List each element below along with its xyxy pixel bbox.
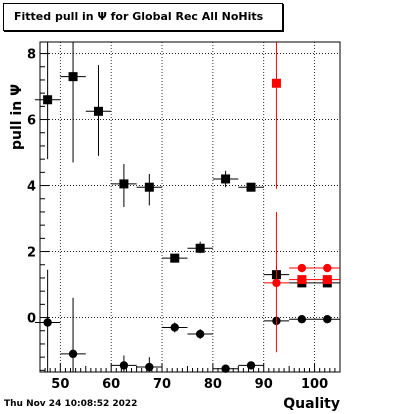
square-marker: [43, 95, 53, 105]
square-marker: [144, 182, 154, 192]
data-point-circle: [289, 263, 315, 273]
circle-marker: [43, 318, 52, 327]
x-tick-label: 90: [255, 377, 273, 392]
circle-marker: [170, 323, 179, 332]
plot-frame: [39, 41, 341, 373]
square-marker: [297, 275, 307, 285]
data-point-square: [212, 170, 239, 188]
circle-marker: [195, 329, 205, 339]
circle-marker: [323, 263, 332, 273]
data-point-circle: [212, 364, 239, 373]
square-marker: [68, 72, 78, 82]
x-tick-label: 60: [102, 377, 120, 392]
data-point-square: [314, 275, 340, 285]
data-point-circle: [289, 315, 315, 324]
circle-marker: [145, 362, 154, 372]
square-marker: [271, 78, 281, 88]
data-point-circle: [162, 322, 188, 333]
square-marker: [221, 174, 231, 184]
circle-marker: [323, 315, 332, 324]
data-point-square: [60, 42, 86, 163]
circle-marker: [119, 361, 129, 370]
data-point-square: [162, 253, 188, 263]
y-tick-label: 8: [27, 48, 36, 63]
circle-marker: [297, 263, 307, 273]
data-point-square: [271, 42, 281, 189]
axis-ticks: 50 60 70 80 90 100 0 2 4 6 8: [27, 48, 341, 392]
data-point-circle: [136, 357, 163, 372]
y-tick-label: 4: [27, 180, 36, 195]
square-marker: [93, 106, 103, 116]
x-tick-label: 70: [153, 377, 171, 392]
data-marks: [34, 42, 340, 373]
circle-marker: [297, 315, 307, 324]
x-tick-label: 100: [301, 377, 328, 392]
timestamp-label: Thu Nov 24 10:08:52 2022: [4, 399, 138, 409]
data-point-square: [289, 275, 315, 285]
data-point-circle: [187, 329, 213, 339]
data-point-circle: [314, 315, 340, 324]
data-point-square: [111, 164, 137, 207]
y-tick-label: 2: [27, 246, 36, 261]
grid-lines: [40, 42, 340, 372]
square-marker: [170, 253, 180, 263]
square-marker: [322, 275, 332, 285]
data-point-circle: [314, 263, 340, 273]
data-point-square: [238, 182, 264, 192]
y-axis-label: pull in Ψ: [9, 84, 25, 150]
y-tick-label: 0: [27, 312, 36, 327]
data-point-circle: [34, 269, 61, 372]
data-point-circle: [111, 355, 137, 372]
circle-marker: [221, 364, 230, 373]
data-point-circle: [238, 361, 264, 370]
chart-title: Fitted pull in Ψ for Global Rec All NoHi…: [3, 3, 283, 31]
data-point-square: [34, 42, 61, 160]
data-point-circle: [60, 297, 86, 372]
x-tick-label: 80: [204, 377, 222, 392]
x-tick-label: 50: [51, 377, 69, 392]
data-point-square: [187, 241, 213, 254]
x-axis-label: Quality: [283, 396, 340, 412]
circle-marker: [68, 349, 78, 359]
data-point-square: [85, 65, 112, 156]
y-tick-label: 6: [27, 114, 36, 129]
data-point-square: [136, 174, 163, 206]
square-marker: [195, 243, 205, 253]
data-point-circle: [263, 211, 290, 353]
square-marker: [119, 179, 129, 189]
circle-marker: [246, 361, 256, 370]
square-marker: [246, 182, 256, 192]
circle-marker: [272, 278, 281, 288]
